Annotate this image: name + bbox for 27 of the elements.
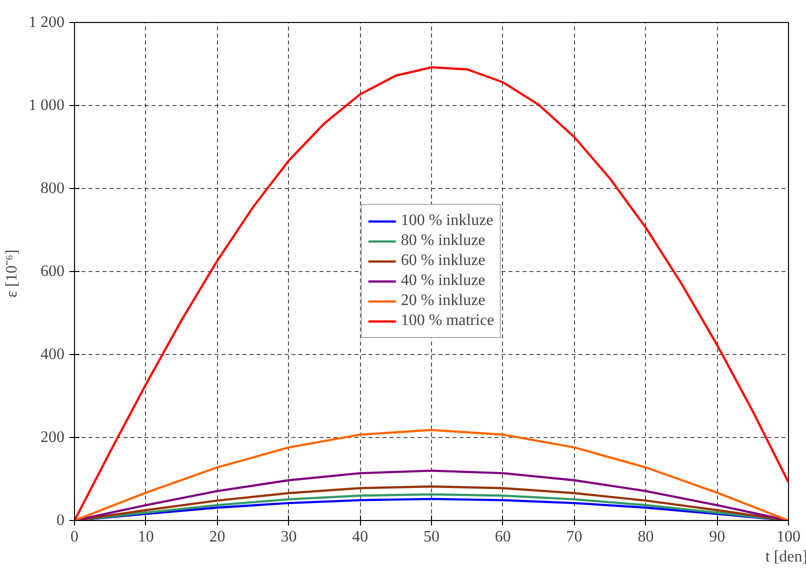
x-tick-label: 90 (709, 528, 726, 546)
legend-label: 60 % inkluze (400, 252, 486, 270)
y-tick-label: 800 (40, 180, 64, 197)
y-tick-label: 1 000 (28, 97, 64, 114)
x-tick-label: 60 (494, 528, 511, 546)
y-tick-label: 1 200 (28, 14, 64, 31)
x-tick-label: 0 (70, 528, 78, 546)
legend-label: 20 % inkluze (400, 292, 486, 310)
y-tick-label: 600 (40, 263, 64, 280)
legend-label: 100 % inkluze (400, 212, 494, 230)
legend-label: 100 % matrice (400, 312, 494, 330)
x-tick-label: 20 (209, 528, 226, 546)
x-tick-label: 100 (776, 528, 800, 546)
y-tick-label: 200 (40, 429, 64, 446)
y-axis-title: ε [10⁻⁶] (4, 250, 20, 298)
x-tick-label: 80 (638, 528, 654, 546)
legend-label: 40 % inkluze (400, 272, 486, 290)
line-series (74, 66, 788, 520)
x-tick-label: 30 (280, 528, 297, 546)
x-tick-label: 10 (138, 528, 154, 546)
y-tick-label: 0 (56, 512, 64, 529)
x-tick-label: 70 (566, 528, 582, 546)
line-series (74, 428, 788, 520)
x-tick-label: 40 (352, 528, 368, 546)
x-tick-label: 50 (424, 528, 440, 546)
legend-label: 80 % inkluze (400, 232, 486, 250)
y-tick-label: 400 (40, 346, 64, 363)
